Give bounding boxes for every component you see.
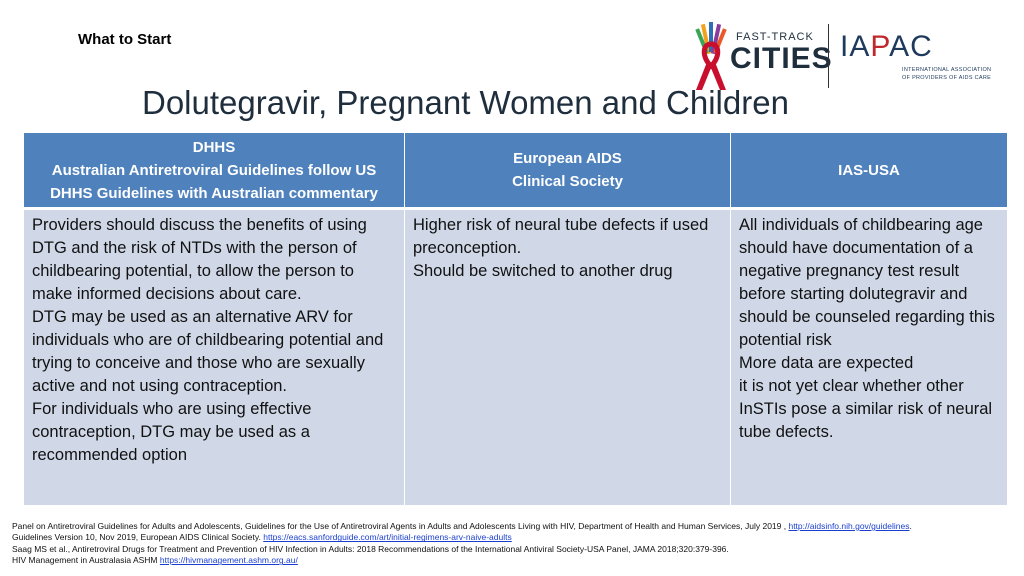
cell-eacs: Higher risk of neural tube defects if us… bbox=[404, 208, 731, 506]
cell-ias-usa: All individuals of childbearing age shou… bbox=[730, 208, 1008, 506]
section-label: What to Start bbox=[78, 31, 172, 48]
cities-label: CITIES bbox=[730, 42, 833, 75]
fast-track-label: FAST-TRACK bbox=[736, 31, 814, 43]
iapac-subtitle: INTERNATIONAL ASSOCIATION OF PROVIDERS O… bbox=[902, 67, 992, 81]
red-ribbon-icon bbox=[695, 22, 727, 90]
page-title: Dolutegravir, Pregnant Women and Childre… bbox=[142, 84, 789, 121]
header-ias-usa: IAS-USA bbox=[730, 132, 1008, 210]
link-aidsinfo[interactable]: http://aidsinfo.nih.gov/guidelines bbox=[788, 521, 910, 531]
logo-divider bbox=[828, 24, 829, 88]
reference-ias-usa: Saag MS et al., Antiretroviral Drugs for… bbox=[12, 543, 729, 554]
header-dhhs: DHHS Australian Antiretroviral Guideline… bbox=[23, 132, 405, 210]
reference-eacs: Guidelines Version 10, Nov 2019, Europea… bbox=[12, 532, 512, 543]
reference-ashm: HIV Management in Australasia ASHM https… bbox=[12, 555, 298, 566]
table-row: Providers should discuss the benefits of… bbox=[23, 208, 1008, 506]
iapac-logo: IAPAC INTERNATIONAL ASSOCIATION OF PROVI… bbox=[840, 30, 992, 90]
header-eacs: European AIDS Clinical Society bbox=[404, 132, 731, 210]
guidelines-table: DHHS Australian Antiretroviral Guideline… bbox=[23, 132, 1008, 506]
iapac-wordmark: IAPAC bbox=[840, 30, 933, 63]
table-header-row: DHHS Australian Antiretroviral Guideline… bbox=[23, 132, 1008, 210]
link-eacs[interactable]: https://eacs.sanfordguide.com/art/initia… bbox=[263, 532, 512, 543]
link-ashm[interactable]: https://hivmanagement.ashm.org.au/ bbox=[159, 555, 298, 566]
fast-track-cities-logo: FAST-TRACK CITIES bbox=[690, 22, 832, 92]
references: Panel on Antiretroviral Guidelines for A… bbox=[12, 521, 1012, 567]
reference-dhhs: Panel on Antiretroviral Guidelines for A… bbox=[12, 521, 912, 531]
cell-dhhs: Providers should discuss the benefits of… bbox=[23, 208, 405, 506]
